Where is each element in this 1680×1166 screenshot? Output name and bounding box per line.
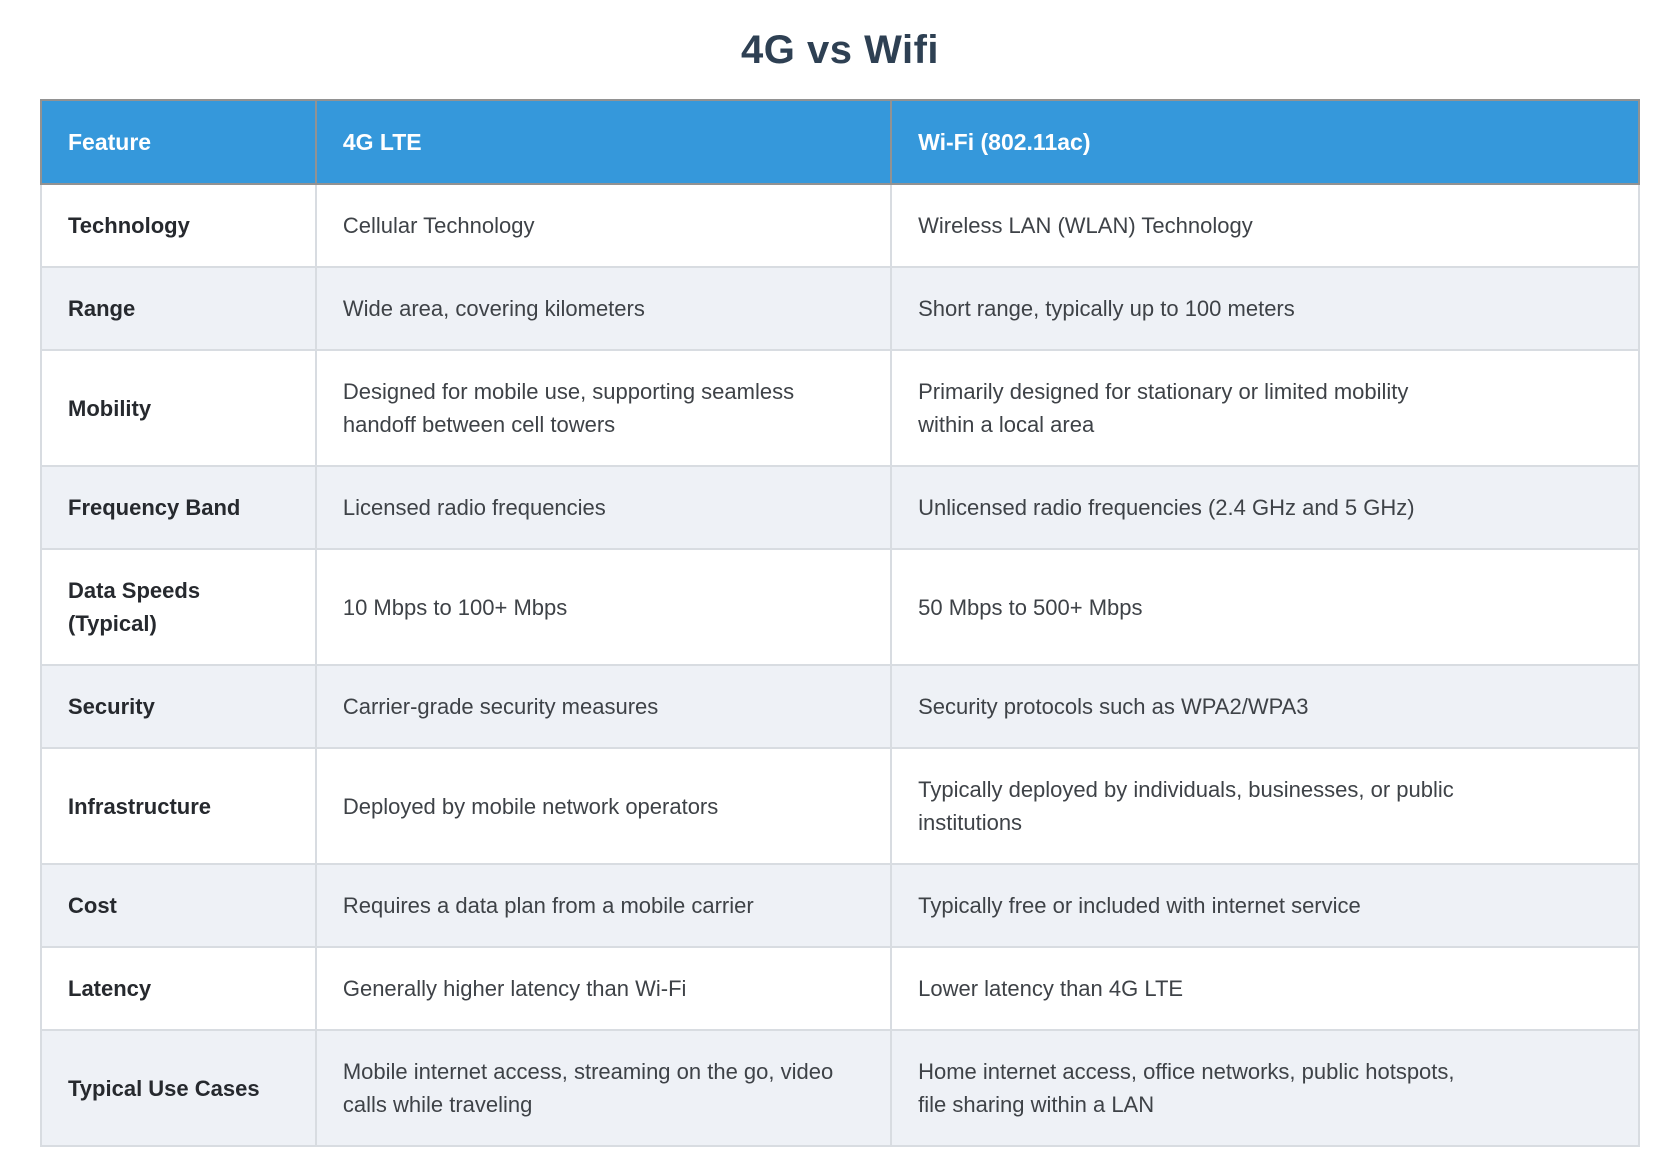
column-header-feature: Feature xyxy=(40,99,317,185)
feature-cell: Cost xyxy=(40,863,317,948)
column-header-4g-lte: 4G LTE xyxy=(314,99,893,185)
wifi-value-cell: Typically free or included with internet… xyxy=(890,863,1640,948)
feature-cell: Technology xyxy=(40,183,317,268)
column-header-wifi: Wi-Fi (802.11ac) xyxy=(890,99,1640,185)
wifi-value-cell: Security protocols such as WPA2/WPA3 xyxy=(890,664,1640,749)
table-row: Technology Cellular Technology Wireless LA… xyxy=(40,183,1640,268)
comparison-table: Feature 4G LTE Wi-Fi (802.11ac) Technolo… xyxy=(40,99,1640,1147)
table-row: Security Carrier-grade security measures S… xyxy=(40,664,1640,749)
feature-cell: Security xyxy=(40,664,317,749)
lte-value-cell: Wide area, covering kilometers xyxy=(314,266,893,351)
lte-value-cell: Licensed radio frequencies xyxy=(314,465,893,550)
wifi-value-cell: Short range, typically up to 100 meters xyxy=(890,266,1640,351)
feature-cell: Frequency Band xyxy=(40,465,317,550)
table-row: Frequency Band Licensed radio frequencies… xyxy=(40,465,1640,550)
feature-cell: Latency xyxy=(40,946,317,1031)
table-row: Infrastructure Deployed by mobile network… xyxy=(40,747,1640,865)
lte-value-cell: Deployed by mobile network operators xyxy=(314,747,893,865)
table-row: Data Speeds (Typical) 10 Mbps to 100+ Mbp… xyxy=(40,548,1640,666)
header-row: Feature 4G LTE Wi-Fi (802.11ac) xyxy=(40,99,1640,185)
wifi-value-cell: 50 Mbps to 500+ Mbps xyxy=(890,548,1640,666)
wifi-value-cell: Unlicensed radio frequencies (2.4 GHz an… xyxy=(890,465,1640,550)
wifi-value-cell: Home internet access, office networks, p… xyxy=(890,1029,1640,1147)
feature-cell: Typical Use Cases xyxy=(40,1029,317,1147)
table-container: Feature 4G LTE Wi-Fi (802.11ac) Technolo… xyxy=(40,99,1640,1147)
feature-cell: Range xyxy=(40,266,317,351)
lte-value-cell: Designed for mobile use, supporting seam… xyxy=(314,349,893,467)
lte-value-cell: Generally higher latency than Wi-Fi xyxy=(314,946,893,1031)
lte-value-cell: Requires a data plan from a mobile carri… xyxy=(314,863,893,948)
lte-value-cell: 10 Mbps to 100+ Mbps xyxy=(314,548,893,666)
wifi-value-cell: Typically deployed by individuals, busin… xyxy=(890,747,1640,865)
lte-value-cell: Mobile internet access, streaming on the… xyxy=(314,1029,893,1147)
lte-value-cell: Cellular Technology xyxy=(314,183,893,268)
wifi-value-cell: Wireless LAN (WLAN) Technology xyxy=(890,183,1640,268)
table-row: Latency Generally higher latency than Wi-… xyxy=(40,946,1640,1031)
table-row: Typical Use Cases Mobile internet access,… xyxy=(40,1029,1640,1147)
wifi-value-cell: Lower latency than 4G LTE xyxy=(890,946,1640,1031)
page-title: 4G vs Wifi xyxy=(740,28,940,72)
table-header: Feature 4G LTE Wi-Fi (802.11ac) xyxy=(40,99,1640,185)
wifi-value-cell: Primarily designed for stationary or lim… xyxy=(890,349,1640,467)
table-body: Technology Cellular Technology Wireless LA… xyxy=(40,183,1640,1147)
table-row: Cost Requires a data plan from a mobile c… xyxy=(40,863,1640,948)
table-row: Mobility Designed for mobile use, support… xyxy=(40,349,1640,467)
feature-cell: Infrastructure xyxy=(40,747,317,865)
feature-cell: Mobility xyxy=(40,349,317,467)
lte-value-cell: Carrier-grade security measures xyxy=(314,664,893,749)
feature-cell: Data Speeds (Typical) xyxy=(40,548,317,666)
table-row: Range Wide area, covering kilometers Short… xyxy=(40,266,1640,351)
